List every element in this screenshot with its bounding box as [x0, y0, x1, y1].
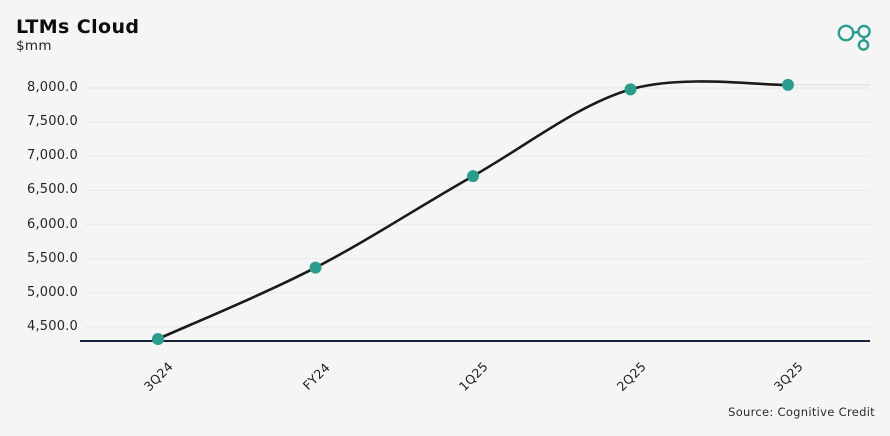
source-caption: Source: Cognitive Credit	[728, 405, 875, 419]
y-tick-label: 6,000.0	[26, 216, 78, 232]
data-point-3q25[interactable]	[782, 78, 794, 91]
data-point-1q25[interactable]	[467, 170, 479, 183]
cognitive-credit-logo-icon	[836, 22, 876, 56]
y-tick-label: 6,500.0	[26, 182, 78, 198]
data-point-fy24[interactable]	[309, 261, 322, 274]
y-tick-label: 7,500.0	[26, 114, 78, 130]
chart-title: LTMs Cloud	[16, 16, 140, 38]
y-tick-label: 8,000.0	[26, 80, 78, 95]
chart-subtitle: $mm	[16, 38, 52, 54]
y-tick-label: 4,500.0	[26, 319, 78, 334]
y-tick-label: 7,000.0	[26, 148, 78, 164]
data-point-3q24[interactable]	[152, 332, 164, 345]
y-tick-label: 5,000.0	[26, 284, 78, 300]
series-line	[156, 80, 790, 341]
y-tick-label: 5,500.0	[26, 250, 78, 266]
data-point-2q25[interactable]	[624, 83, 637, 96]
